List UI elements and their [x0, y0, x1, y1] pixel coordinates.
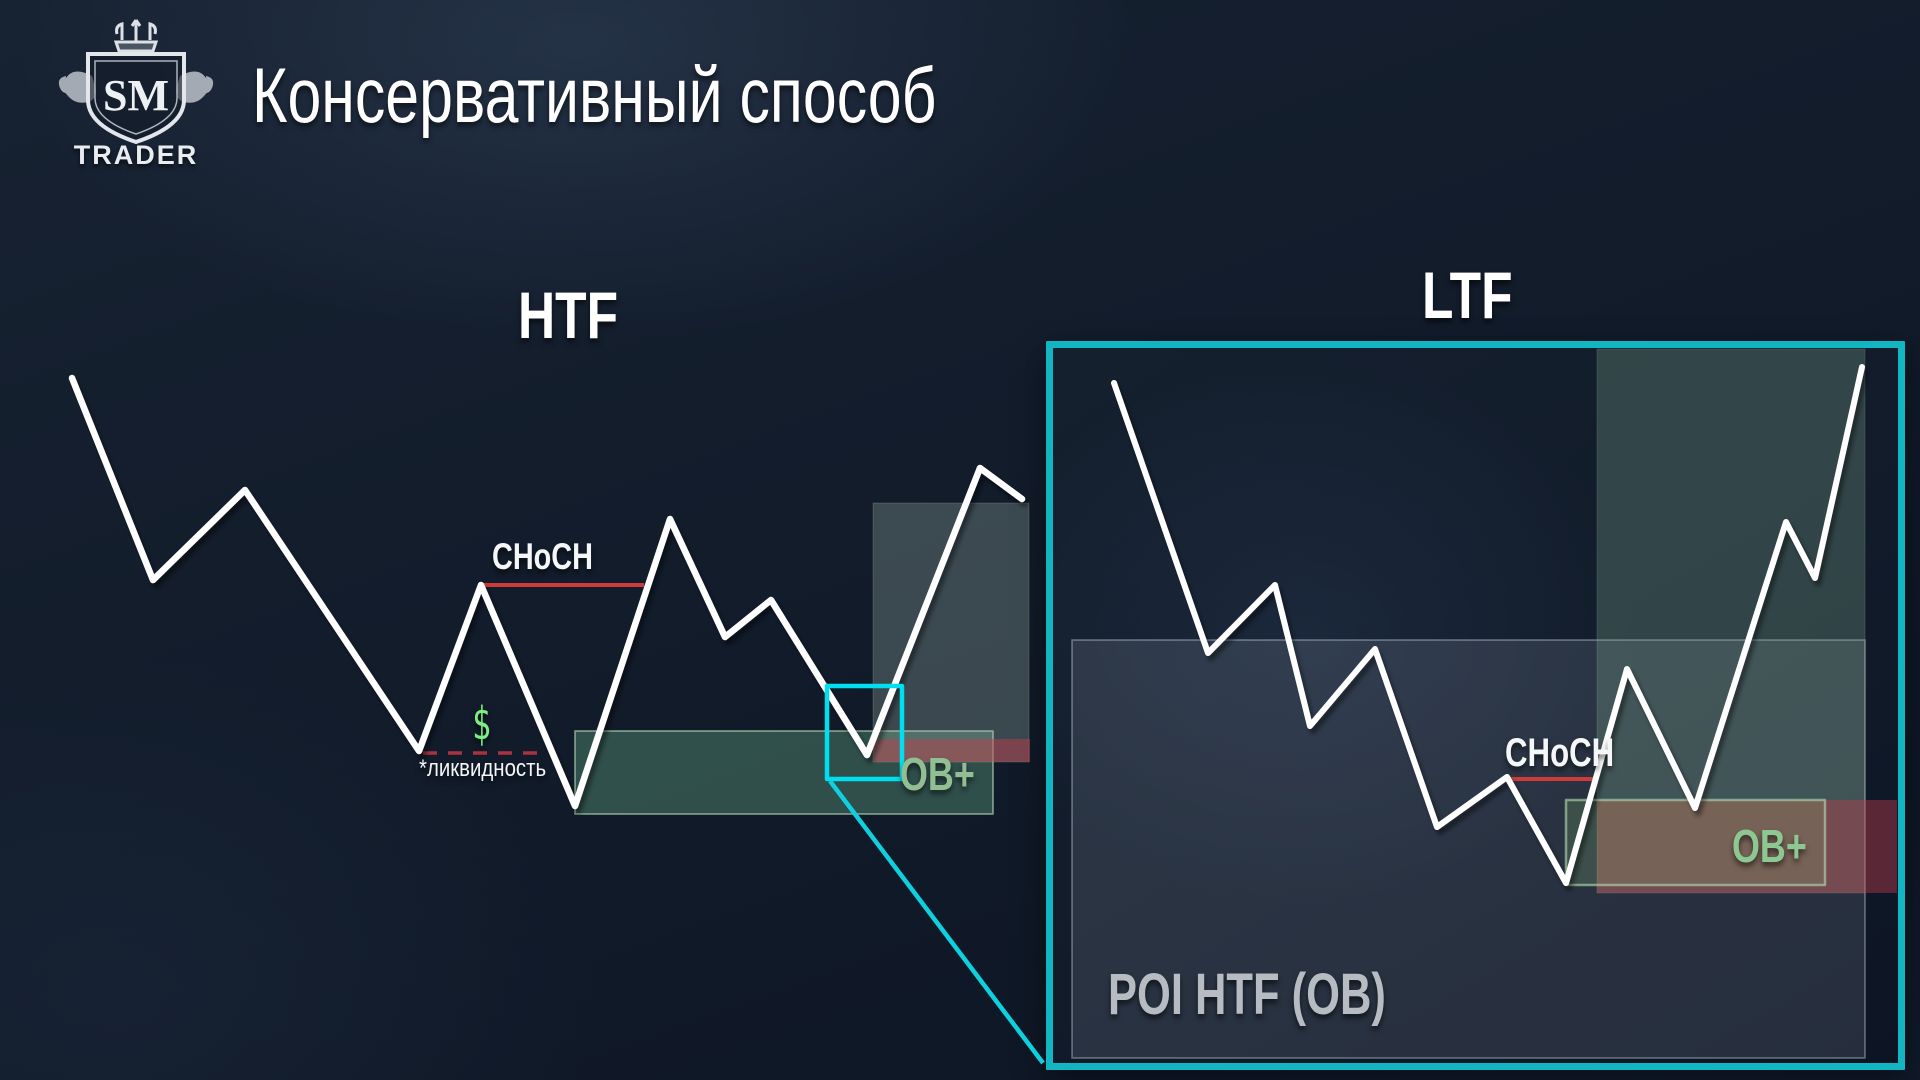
- htf-chart-label: HTF: [518, 278, 619, 352]
- htf-liquidity-dollar: $: [472, 697, 491, 750]
- ltf-ob-plus-label: OB+: [1732, 820, 1807, 872]
- ltf-poi-htf-ob-label: POI HTF (OB): [1108, 962, 1386, 1027]
- brand-name: TRADER: [73, 140, 199, 170]
- htf-choch-label: CHoCH: [492, 536, 593, 577]
- brand-initials: SM: [103, 71, 169, 120]
- ltf-choch-label: CHoCH: [1505, 731, 1615, 775]
- htf-zoom-square: [824, 683, 905, 782]
- shield-icon: SM: [86, 52, 186, 144]
- trident-crown-icon: [113, 19, 159, 53]
- zoom-connector-line: [828, 779, 1045, 1065]
- slide-title: Консервативный способ: [252, 51, 937, 139]
- htf-price-path: [68, 374, 1026, 810]
- ltf-chart-label: LTF: [1422, 258, 1513, 332]
- ltf-panel: [1046, 341, 1905, 1070]
- htf-breaker-band: [872, 502, 1030, 763]
- sm-trader-logo: SM: [58, 19, 214, 144]
- htf-ob-plus-label: OB+: [900, 748, 975, 800]
- htf-liquidity-label: *ликвидность: [419, 755, 547, 782]
